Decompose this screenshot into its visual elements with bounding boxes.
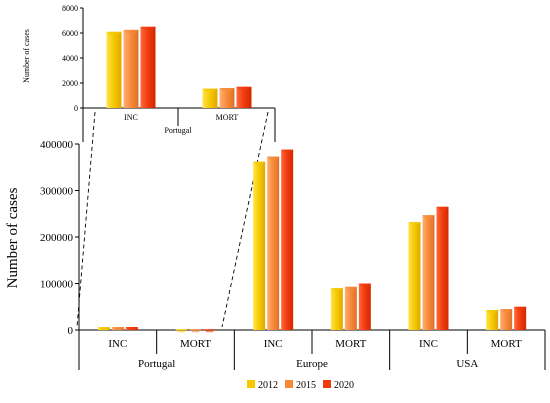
main-bar [330,288,343,330]
legend-item-2015: 2015 [285,380,316,391]
zoom-line-left [76,111,96,328]
main-bar [436,206,449,330]
legend-item-2020: 2020 [323,380,354,391]
main-y-tick-label: 0 [68,325,74,337]
main-bar [281,149,294,330]
inset-y-axis-title: Number of cases [22,29,31,83]
main-bar [175,329,188,333]
main-bar [486,310,499,330]
legend-swatch [285,380,293,388]
inset-y-tick-label: 4000 [62,54,78,63]
inset-y-tick-label: 8000 [62,4,78,13]
main-y-tick-label: 100000 [40,279,74,291]
inset-bar [202,88,218,108]
main-category-label: MORT [335,338,366,350]
main-category-label: MORT [180,338,211,350]
legend-item-2012: 2012 [247,380,278,391]
main-bar [344,286,357,330]
main-category-label: INC [419,338,438,350]
main-bar [97,327,110,331]
legend-label: 2015 [296,380,316,391]
main-bar [500,309,513,330]
main-category-label: INC [108,338,127,350]
legend-label: 2020 [334,380,354,391]
legend-label: 2012 [258,380,278,391]
main-bar [422,215,435,330]
inset-chart: Number of cases 0 2000 4000 6000 8000 INC MOR… [22,4,276,142]
inset-bar [236,86,252,108]
zoom-line-right [221,111,269,328]
inset-category-label: INC [124,113,138,122]
main-category-label: MORT [491,338,522,350]
inset-bar [140,26,156,108]
legend: 2012 2015 2020 [247,380,354,391]
main-group-label: Portugal [138,358,175,370]
inset-category-label: MORT [216,113,239,122]
main-bar [253,161,266,330]
main-y-tick-label: 300000 [40,186,74,198]
main-category-label: INC [264,338,283,350]
inset-y-tick-label: 2000 [62,79,78,88]
main-y-tick-label: 400000 [40,139,74,151]
main-y-tick-label: 200000 [40,232,74,244]
main-bar [267,156,280,330]
main-chart: Number of cases 0 100000 200000 300000 40000… [5,139,546,370]
inset-bar [219,88,235,108]
main-bar [514,306,527,330]
main-bar [189,329,202,333]
inset-y-tick-label: 6000 [62,29,78,38]
main-bar [203,329,216,333]
main-bar [408,222,421,330]
main-bar [111,327,124,331]
main-bar [358,283,371,330]
legend-swatch [247,380,255,388]
inset-y-tick-label: 0 [74,104,78,113]
inset-bar [106,31,122,108]
main-bar [125,326,138,330]
inset-bar [123,29,139,108]
main-group-label: USA [456,358,478,370]
inset-region-label: Portugal [164,126,192,135]
main-group-label: Europe [296,358,328,370]
legend-swatch [323,380,331,388]
main-y-axis-title: Number of cases [5,187,21,288]
